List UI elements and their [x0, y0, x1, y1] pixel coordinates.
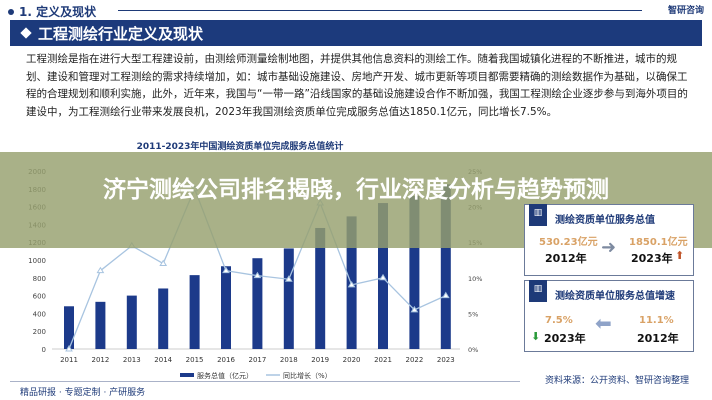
growth-point [159, 259, 168, 267]
x-tick-label: 2015 [186, 356, 204, 364]
section-title: 1. 定义及现状 [19, 5, 97, 19]
arrow-up-icon: ⬆ [675, 249, 685, 262]
bar [126, 295, 137, 349]
card-title: 测绘资质单位服务总值 [555, 215, 655, 226]
to-value: 7.5% [545, 315, 573, 326]
x-tick-label: 2016 [217, 356, 235, 364]
x-tick-label: 2021 [374, 356, 392, 364]
x-tick-label: 2020 [343, 356, 361, 364]
card-growth-rate: ▥ 测绘资质单位服务总值增速 7.5% ⬇ 2023年 ⬅ 11.1% 2012… [524, 280, 694, 352]
y-tick-label: 600 [33, 293, 46, 301]
bar [409, 195, 420, 349]
from-value: 11.1% [639, 315, 674, 326]
brand-logo: 智研咨询 [667, 6, 704, 16]
overlay-title: 济宁测绘公司排名揭晓，行业深度分析与趋势预测 [103, 177, 609, 203]
growth-point [410, 305, 419, 313]
to-year: 2023年 [544, 332, 586, 345]
x-tick-label: 2019 [311, 356, 329, 364]
title-banner: 工程测绘行业定义及现状 [10, 20, 702, 46]
x-tick-label: 2013 [123, 356, 141, 364]
divider [118, 10, 642, 11]
x-tick-label: 2023 [437, 356, 455, 364]
y-tick-label: 400 [33, 310, 46, 318]
legend-bar-swatch [180, 373, 194, 377]
x-tick-label: 2011 [60, 356, 78, 364]
chart-icon: ▥ [529, 204, 547, 226]
divider [10, 381, 520, 382]
growth-point [441, 291, 450, 299]
to-year: 2023年 [631, 252, 673, 265]
legend-line-label: 同比增长（%） [283, 371, 332, 380]
arrow-right-icon: ➜ [601, 237, 617, 258]
footer-tagline: 精品研报 · 专题定制 · 产研服务 [20, 388, 146, 398]
x-tick-label: 2022 [405, 356, 423, 364]
banner-title: 工程测绘行业定义及现状 [38, 24, 204, 43]
growth-point [284, 275, 293, 282]
bar [158, 288, 169, 349]
bullet-icon [8, 8, 14, 15]
chart-icon: ▥ [529, 280, 547, 302]
bar [315, 227, 326, 349]
arrow-left-icon: ⬅ [595, 311, 612, 335]
growth-point [96, 266, 105, 274]
x-tick-label: 2017 [248, 356, 266, 364]
x-tick-label: 2012 [91, 356, 109, 364]
y2-tick-label: 5% [468, 310, 478, 318]
y-tick-label: 1000 [28, 257, 46, 265]
x-tick-label: 2018 [280, 356, 298, 364]
card-total-value: ▥ 测绘资质单位服务总值 530.23亿元 2012年 ➜ 1850.1亿元 2… [524, 204, 694, 276]
from-value: 530.23亿元 [539, 237, 598, 248]
growth-point [379, 273, 387, 281]
section-heading: 1. 定义及现状 [8, 3, 96, 20]
y2-tick-label: 10% [468, 275, 482, 283]
arrow-down-icon: ⬇ [531, 330, 541, 343]
card-title: 测绘资质单位服务总值增速 [555, 291, 675, 302]
source-note: 资料来源：公开资料、智研咨询整理 [545, 376, 690, 386]
y-tick-label: 200 [33, 328, 46, 336]
bar [189, 275, 200, 349]
chart-title: 2011-2023年中国测绘资质单位完成服务总值统计 [137, 140, 344, 152]
intro-paragraph: 工程测绘是指在进行大型工程建设前，由测绘师测量绘制地图，并提供其他信息资料的测绘… [26, 53, 688, 118]
from-year: 2012年 [637, 332, 679, 345]
growth-point [253, 271, 262, 279]
growth-point [222, 266, 230, 274]
growth-point [347, 280, 356, 288]
bar [440, 184, 451, 349]
bar [64, 306, 74, 349]
growth-point [65, 345, 73, 352]
bar [221, 266, 231, 349]
to-value: 1850.1亿元 [629, 237, 688, 248]
bar [252, 258, 263, 349]
y2-tick-label: 0% [468, 346, 478, 354]
from-year: 2012年 [545, 252, 587, 265]
legend-bar-label: 服务总值（亿元） [197, 371, 253, 380]
bar [283, 248, 294, 349]
y-tick-label: 0 [42, 346, 46, 354]
x-tick-label: 2014 [154, 356, 172, 364]
bar [95, 301, 106, 349]
y-tick-label: 800 [33, 275, 46, 283]
